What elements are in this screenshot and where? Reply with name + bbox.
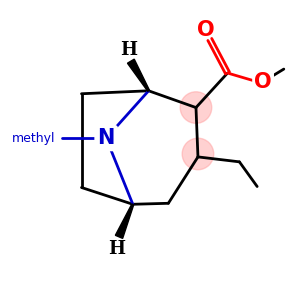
Text: H: H <box>109 240 125 258</box>
Circle shape <box>182 138 214 170</box>
Text: methyl: methyl <box>12 132 56 145</box>
Text: O: O <box>254 72 272 92</box>
Polygon shape <box>116 204 134 239</box>
Text: H: H <box>120 41 137 59</box>
Polygon shape <box>128 59 149 91</box>
Text: O: O <box>197 20 215 40</box>
Text: N: N <box>98 128 115 148</box>
Circle shape <box>180 92 212 123</box>
